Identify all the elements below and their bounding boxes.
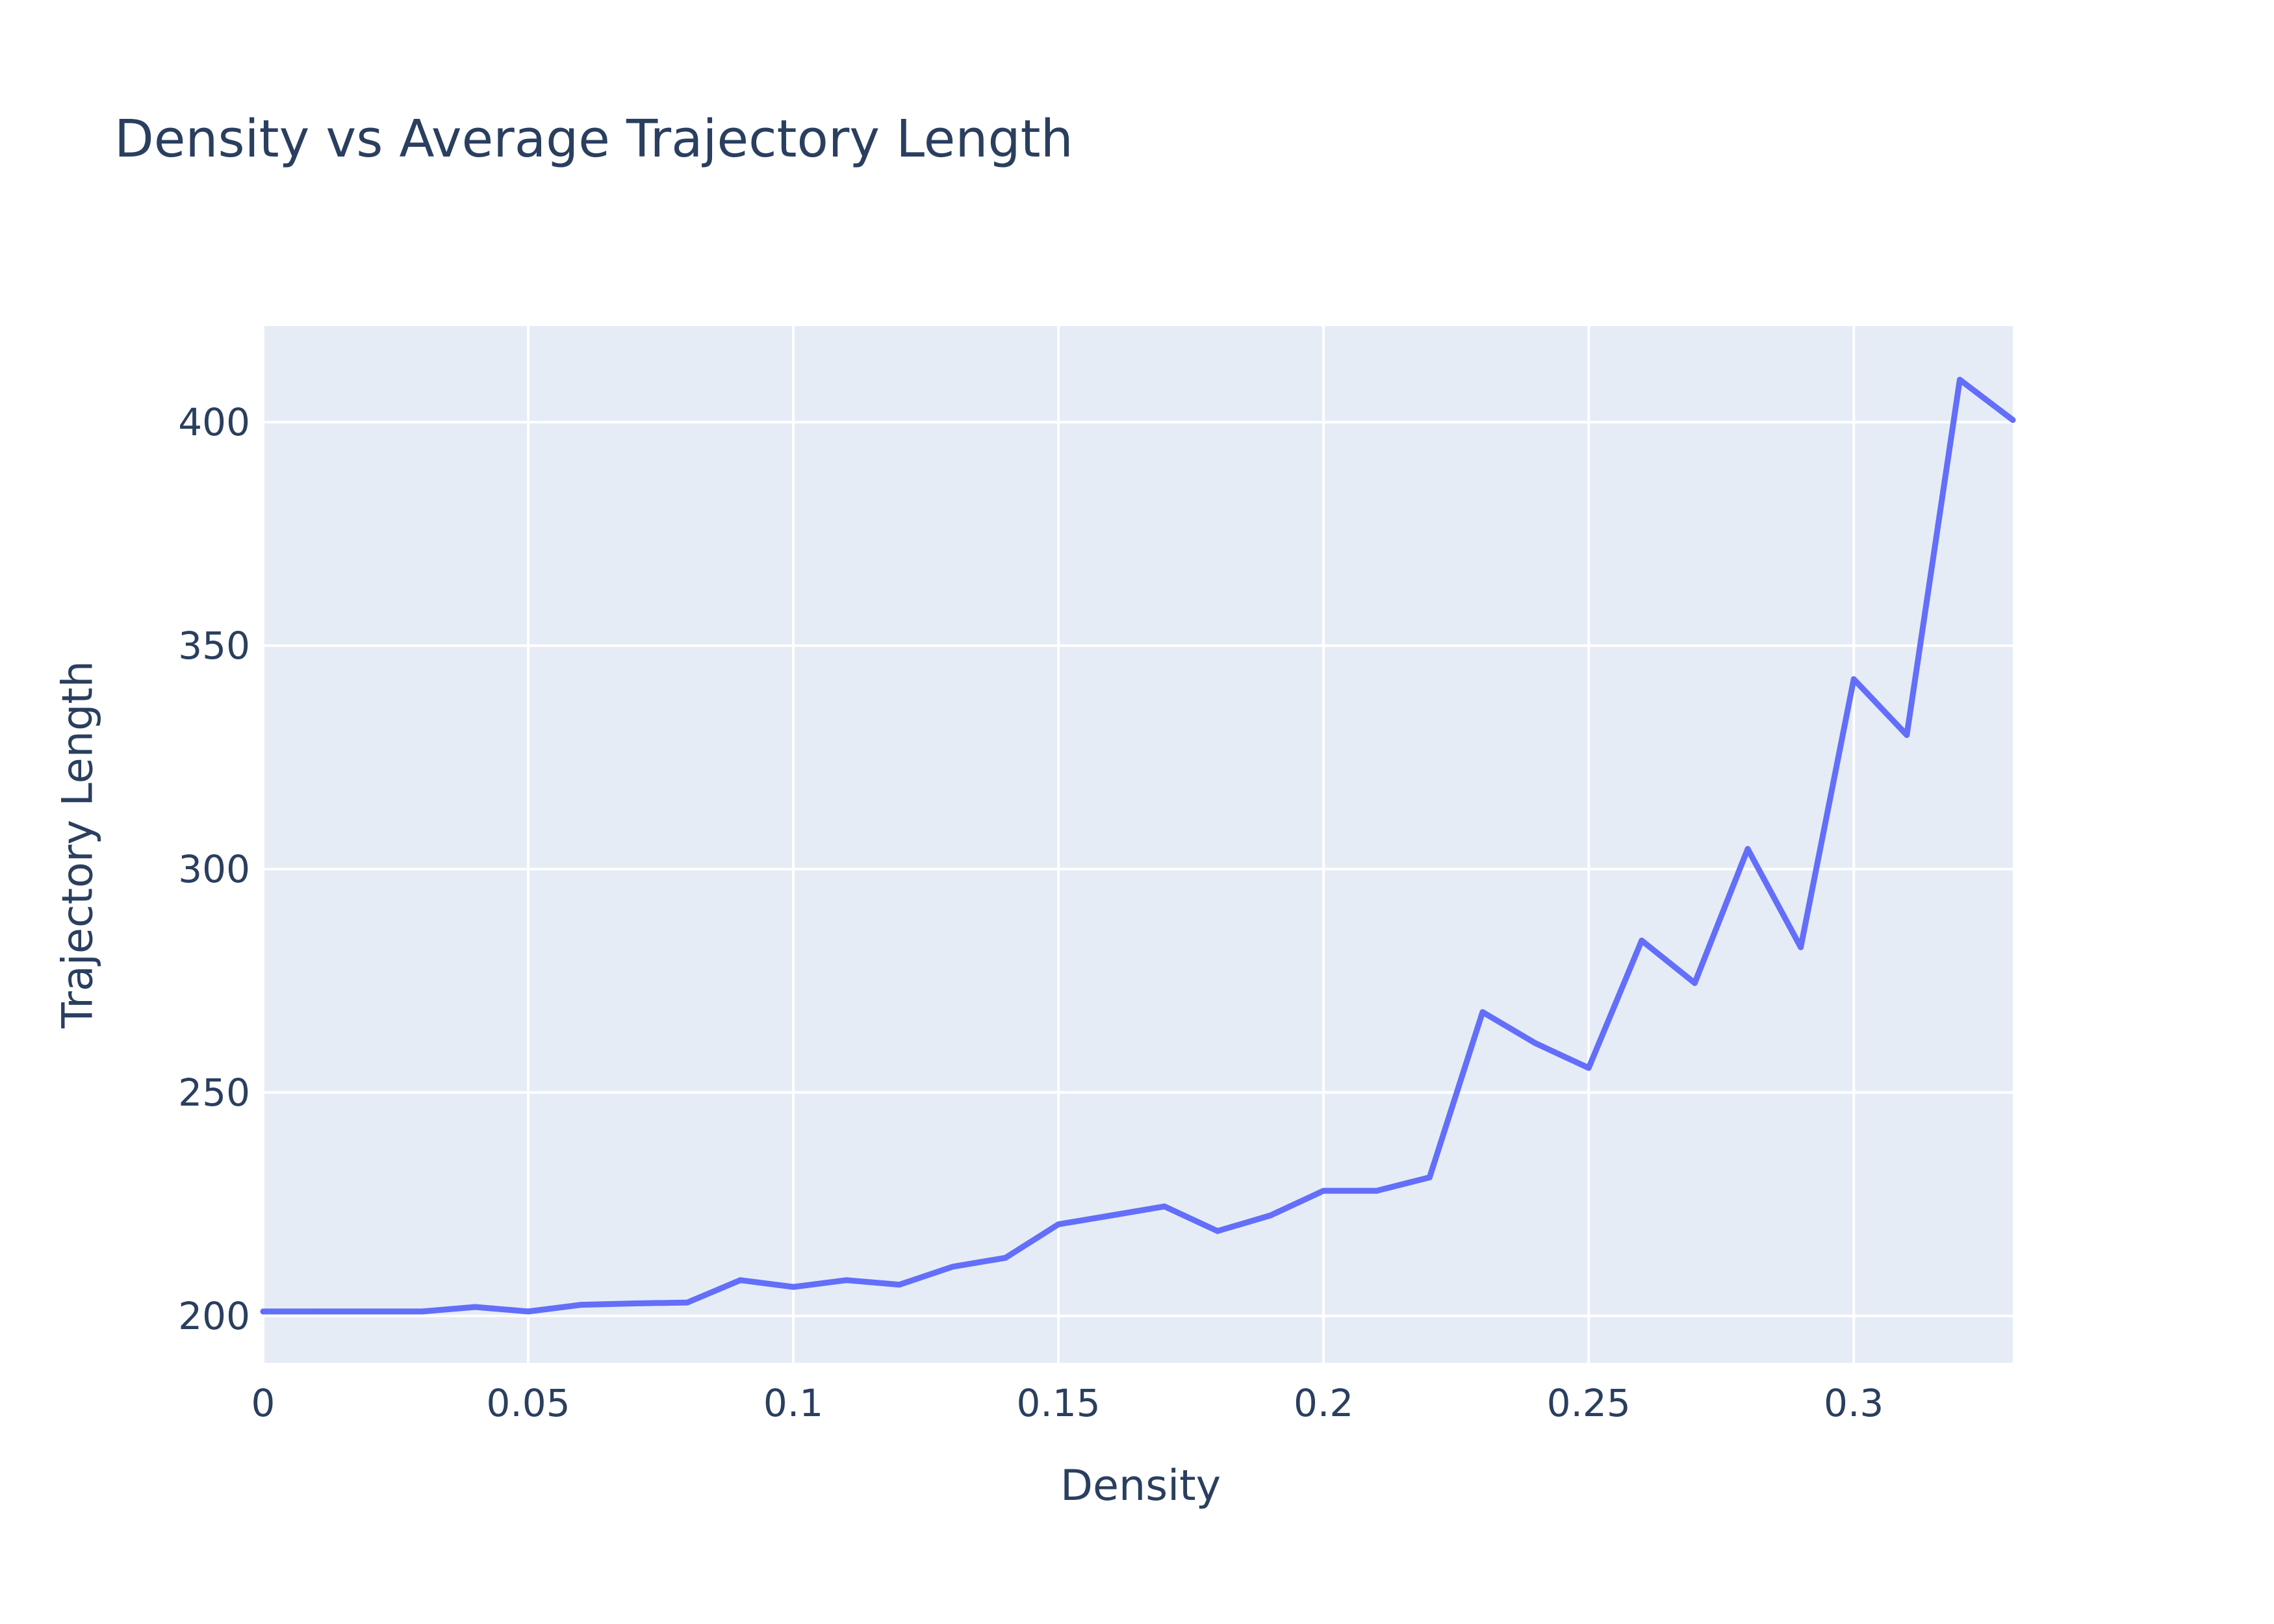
y-axis-label: Trajectory Length xyxy=(53,661,103,1028)
x-tick-label: 0 xyxy=(251,1381,275,1425)
data-point xyxy=(1426,1174,1433,1181)
y-tick-label: 250 xyxy=(178,1071,250,1115)
x-tick-label: 0.25 xyxy=(1547,1381,1631,1425)
y-tick-label: 300 xyxy=(178,847,250,891)
x-axis-ticks: 0 0.05 0.1 0.15 0.2 0.25 0.3 xyxy=(251,1381,1884,1425)
y-tick-label: 400 xyxy=(178,400,250,444)
data-point xyxy=(1214,1228,1221,1234)
data-point xyxy=(1161,1203,1168,1210)
data-point xyxy=(366,1308,372,1315)
data-point xyxy=(896,1282,902,1288)
data-point xyxy=(1108,1212,1115,1219)
y-tick-label: 350 xyxy=(178,624,250,668)
data-point xyxy=(578,1302,585,1308)
data-point xyxy=(684,1299,691,1306)
x-tick-label: 0.15 xyxy=(1017,1381,1101,1425)
data-point xyxy=(790,1284,797,1290)
data-point xyxy=(419,1308,426,1315)
data-point xyxy=(2010,416,2016,423)
series-layer xyxy=(260,377,2016,1315)
data-point xyxy=(843,1277,850,1284)
data-point xyxy=(1904,731,1910,738)
x-tick-label: 0.3 xyxy=(1824,1381,1884,1425)
y-tick-label: 200 xyxy=(178,1294,250,1338)
y-axis-ticks: 200 250 300 350 400 xyxy=(178,400,250,1338)
x-tick-label: 0.1 xyxy=(763,1381,823,1425)
data-point xyxy=(1320,1187,1327,1194)
data-point xyxy=(1373,1187,1380,1194)
data-point xyxy=(1691,980,1698,986)
plot-area xyxy=(263,326,2013,1363)
grid-lines xyxy=(262,326,2013,1363)
data-point xyxy=(949,1263,956,1270)
data-point xyxy=(631,1300,637,1307)
data-point xyxy=(1479,1009,1486,1015)
data-point xyxy=(737,1277,743,1284)
data-point xyxy=(1002,1254,1008,1261)
data-point xyxy=(525,1308,531,1315)
data-point xyxy=(1956,377,1963,383)
chart-title: Density vs Average Trajectory Length xyxy=(114,109,1073,169)
series-line-0 xyxy=(260,377,2016,1315)
data-point xyxy=(1585,1065,1592,1071)
data-point xyxy=(260,1308,266,1315)
data-point xyxy=(1533,1040,1539,1047)
data-point xyxy=(472,1304,478,1310)
data-point xyxy=(1639,937,1645,944)
data-point xyxy=(1055,1221,1062,1228)
data-point xyxy=(1744,846,1751,852)
data-point xyxy=(1850,676,1857,682)
data-point xyxy=(1798,944,1804,950)
data-point xyxy=(313,1308,320,1315)
x-tick-label: 0.2 xyxy=(1294,1381,1353,1425)
x-axis-label: Density xyxy=(1060,1462,1221,1510)
data-point xyxy=(1268,1212,1274,1219)
x-tick-label: 0.05 xyxy=(486,1381,570,1425)
